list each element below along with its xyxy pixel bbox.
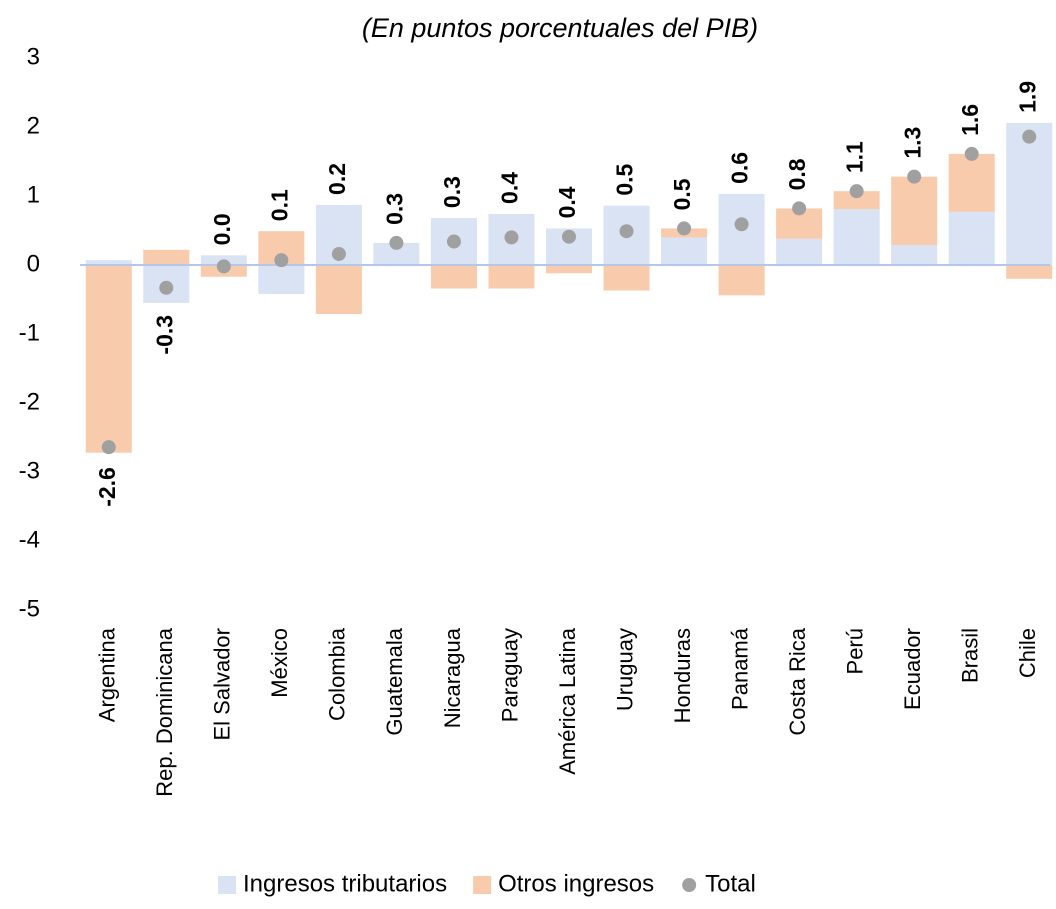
bar-segment xyxy=(776,238,823,265)
data-label: 0.5 xyxy=(612,163,638,195)
data-label: -2.6 xyxy=(94,467,120,507)
total-dot xyxy=(1022,129,1037,144)
total-dot xyxy=(389,235,404,250)
bar-segment xyxy=(948,211,995,265)
total-dot xyxy=(159,280,174,295)
x-tick-label: Colombia xyxy=(325,627,350,721)
data-label: 0.4 xyxy=(497,172,523,204)
data-label: 0.8 xyxy=(784,158,810,190)
data-label: 0.5 xyxy=(669,178,695,210)
chart-subtitle: (En puntos porcentuales del PIB) xyxy=(362,13,758,43)
bar-segment xyxy=(1006,265,1053,279)
x-tick-label: Nicaragua xyxy=(440,627,465,728)
x-tick-label: El Salvador xyxy=(210,628,235,741)
x-tick-label: Rep. Dominicana xyxy=(152,627,177,797)
legend-label: Otros ingresos xyxy=(498,870,654,897)
total-dot xyxy=(562,229,576,244)
total-dot xyxy=(101,440,116,455)
x-tick-label: Ecuador xyxy=(900,628,925,710)
y-tick-label: 0 xyxy=(27,250,40,277)
total-dot xyxy=(907,169,922,184)
bar-segment xyxy=(85,260,132,265)
y-tick-label: 1 xyxy=(27,181,40,208)
data-label: 0.3 xyxy=(439,176,465,208)
total-dot xyxy=(677,221,692,236)
total-dot xyxy=(964,146,979,161)
y-tick-label: -4 xyxy=(19,526,40,553)
bar-segment xyxy=(833,191,880,210)
total-dot xyxy=(331,246,346,261)
y-tick-label: -3 xyxy=(19,457,40,484)
x-tick-label: Costa Rica xyxy=(785,627,810,735)
data-label: -0.3 xyxy=(151,315,177,355)
bar-segment xyxy=(661,237,708,265)
total-dot xyxy=(446,234,461,249)
data-label: 0.0 xyxy=(209,213,235,245)
x-tick-label: Brasil xyxy=(958,628,983,683)
x-tick-label: Paraguay xyxy=(497,628,522,722)
bar-segment xyxy=(718,265,765,296)
bar-segment xyxy=(948,153,995,212)
x-tick-label: América Latina xyxy=(555,627,580,775)
x-tick-label: Guatemala xyxy=(382,627,407,735)
x-tick-label: Honduras xyxy=(670,628,695,723)
x-tick-label: Panamá xyxy=(727,627,752,710)
total-dot xyxy=(792,201,807,216)
bar-segment xyxy=(258,265,305,294)
bar-segment xyxy=(488,265,535,289)
data-label: 1.6 xyxy=(957,104,983,136)
bar-segment xyxy=(143,249,190,265)
y-tick-label: 3 xyxy=(27,43,40,70)
bar-segment xyxy=(603,265,650,291)
total-dot xyxy=(216,259,231,274)
total-dot xyxy=(274,253,289,268)
bar-segment xyxy=(545,265,593,274)
x-tick-label: Chile xyxy=(1015,628,1040,678)
bar-segment xyxy=(891,244,938,265)
total-dot xyxy=(734,217,749,232)
x-tick-label: Uruguay xyxy=(612,628,637,711)
total-dot xyxy=(619,224,634,239)
bar-segment xyxy=(85,265,132,453)
data-label: 0.4 xyxy=(554,186,580,218)
data-label: 0.2 xyxy=(324,163,350,195)
y-tick-label: 2 xyxy=(27,112,40,139)
bar-segment xyxy=(1006,122,1053,265)
legend-swatch xyxy=(682,878,697,892)
data-label: 1.1 xyxy=(842,141,868,173)
bar-segment xyxy=(891,176,938,245)
bar-segment xyxy=(833,209,880,265)
total-dot xyxy=(849,184,864,199)
legend-swatch xyxy=(473,876,492,894)
y-tick-label: -5 xyxy=(19,595,40,622)
data-label: 0.6 xyxy=(727,152,753,184)
legend-swatch xyxy=(218,876,236,894)
x-tick-label: Perú xyxy=(842,628,867,674)
y-tick-label: -1 xyxy=(19,319,40,346)
legend-label: Ingresos tributarios xyxy=(243,870,447,897)
data-label: 0.3 xyxy=(381,193,407,225)
data-label: 1.9 xyxy=(1014,81,1040,113)
bar-segment xyxy=(315,265,362,314)
data-label: 0.1 xyxy=(266,189,292,221)
bar-segment xyxy=(430,265,477,289)
y-tick-label: -2 xyxy=(19,388,40,415)
x-tick-label: México xyxy=(267,628,292,698)
x-tick-label: Argentina xyxy=(95,627,120,722)
total-dot xyxy=(504,230,519,245)
legend-label: Total xyxy=(705,870,756,897)
bar-segment xyxy=(373,242,420,265)
data-label: 1.3 xyxy=(899,127,925,159)
